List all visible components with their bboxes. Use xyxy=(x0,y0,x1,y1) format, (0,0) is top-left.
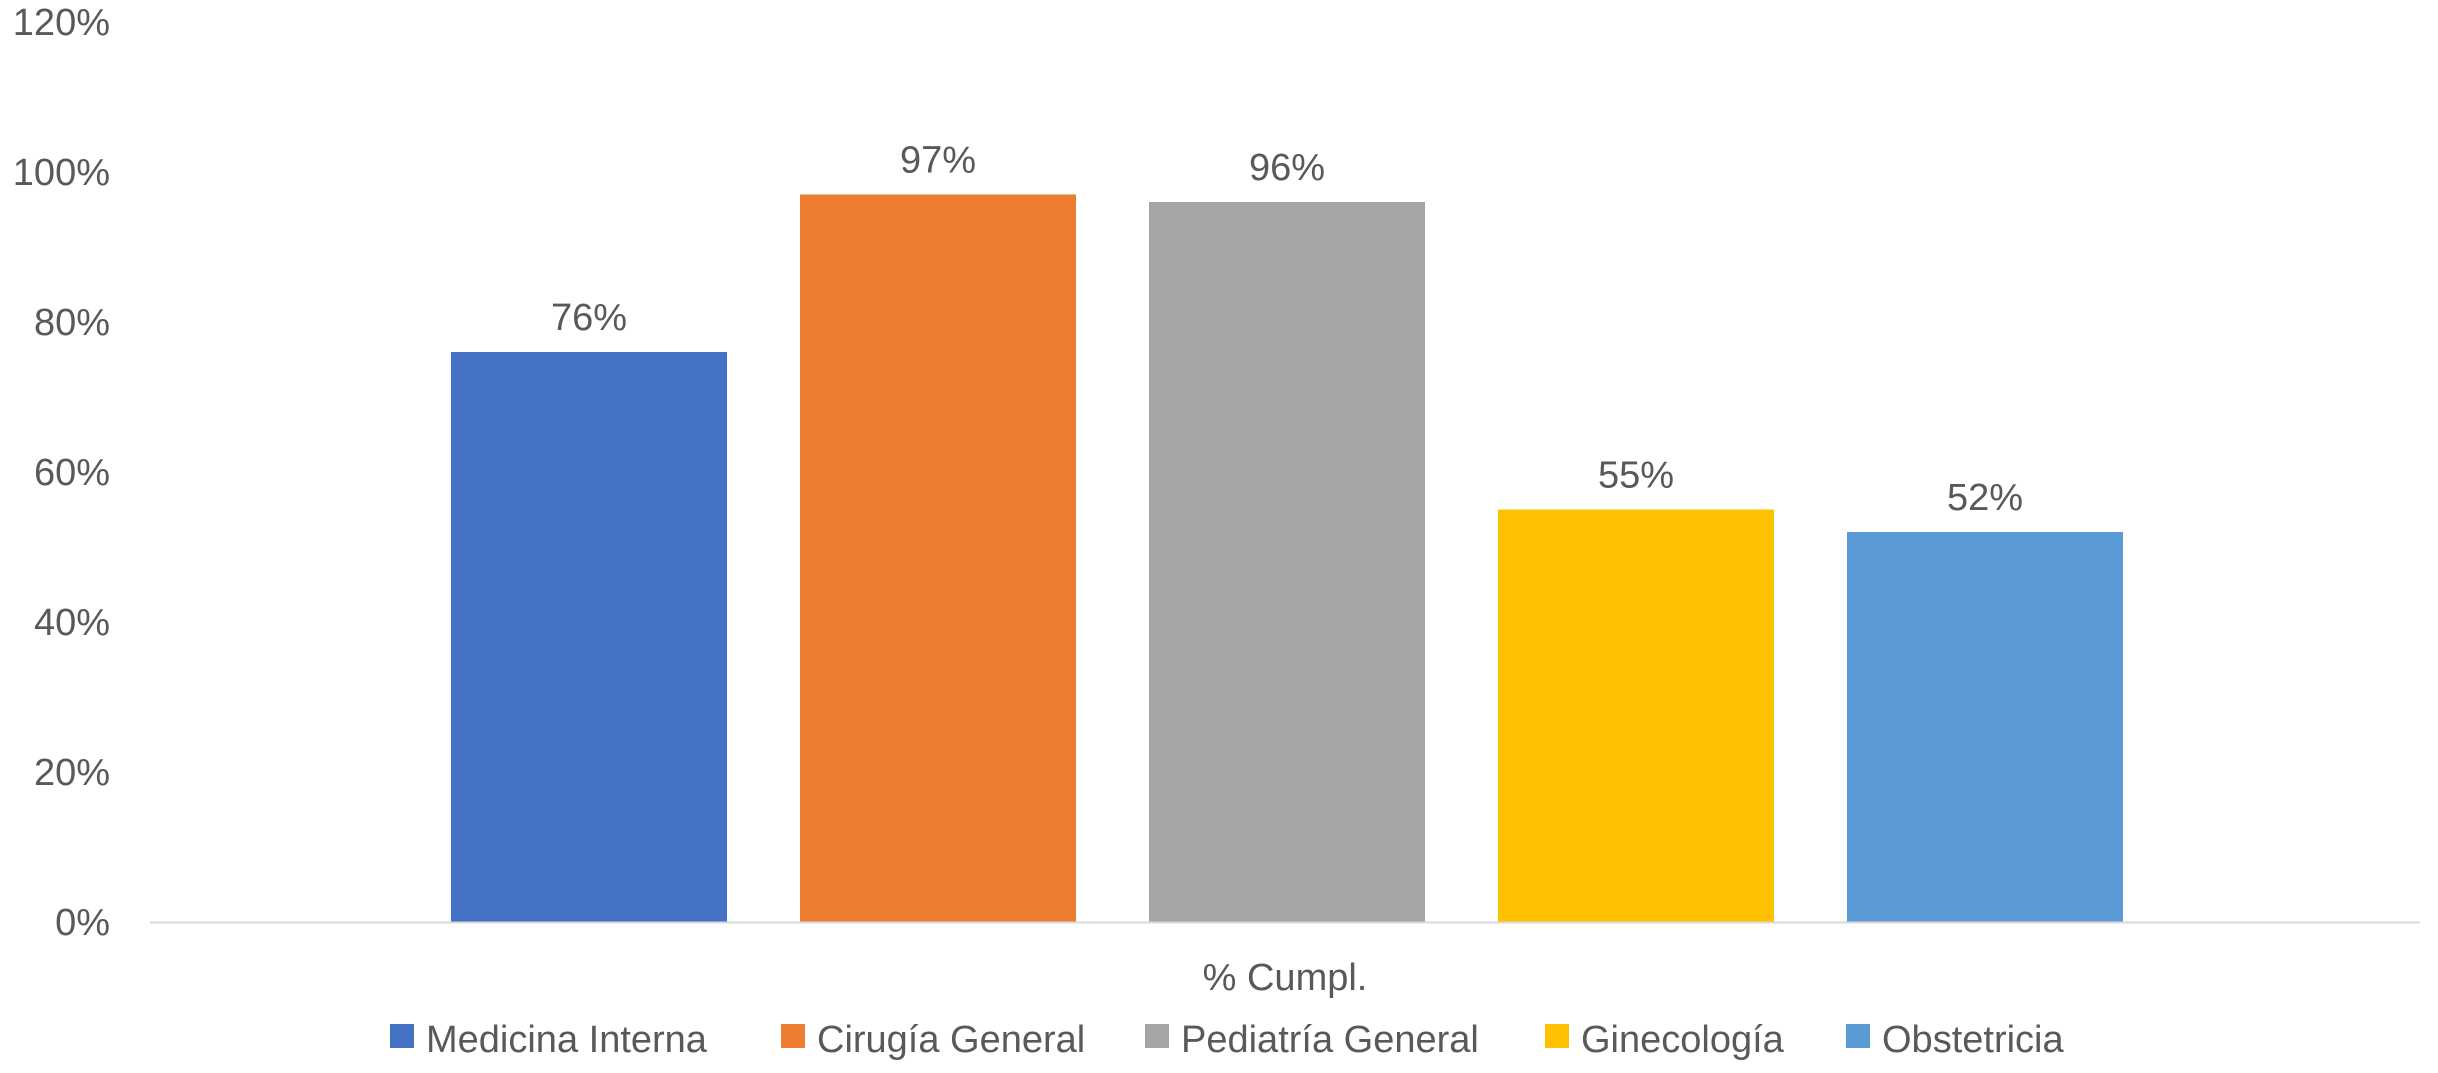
data-label: 55% xyxy=(1598,455,1674,497)
legend-label-obstetricia: Obstetricia xyxy=(1882,1019,2064,1061)
data-label: 76% xyxy=(551,297,627,339)
bar-medicina-interna xyxy=(451,352,727,922)
legend-label-ginecolog-a: Ginecología xyxy=(1581,1019,1785,1061)
y-tick-label: 60% xyxy=(34,452,110,494)
legend-swatch-obstetricia xyxy=(1846,1024,1870,1048)
y-tick-label: 20% xyxy=(34,752,110,794)
bar-pediatr-a-general xyxy=(1149,202,1425,922)
y-axis-ticks: 0% 20% 40% 60% 80% 100% 120% xyxy=(13,2,110,944)
x-category-label: % Cumpl. xyxy=(1203,957,1368,999)
y-tick-label: 100% xyxy=(13,152,110,194)
legend-swatch-ginecolog-a xyxy=(1545,1024,1569,1048)
data-label: 52% xyxy=(1947,477,2023,519)
legend-label-pediatr-a-general: Pediatría General xyxy=(1181,1019,1479,1061)
data-label: 96% xyxy=(1249,147,1325,189)
bar-ginecolog-a xyxy=(1498,509,1774,922)
y-tick-label: 40% xyxy=(34,602,110,644)
legend-swatch-medicina-interna xyxy=(390,1024,414,1048)
legend-swatch-cirug-a-general xyxy=(781,1024,805,1048)
y-tick-label: 120% xyxy=(13,2,110,44)
legend-label-medicina-interna: Medicina Interna xyxy=(426,1019,708,1061)
y-tick-label: 0% xyxy=(55,902,110,944)
legend-swatch-pediatr-a-general xyxy=(1145,1024,1169,1048)
bars xyxy=(451,194,2123,922)
data-label: 97% xyxy=(900,140,976,182)
bar-cirug-a-general xyxy=(800,194,1076,922)
data-labels: 76% 97% 96% 55% 52% xyxy=(551,140,2023,520)
x-axis-labels: % Cumpl. xyxy=(1203,957,1368,999)
bar-obstetricia xyxy=(1847,532,2123,922)
y-tick-label: 80% xyxy=(34,302,110,344)
legend: Medicina Interna Cirugía General Pediatría… xyxy=(390,1019,2064,1061)
legend-label-cirug-a-general: Cirugía General xyxy=(817,1019,1085,1061)
